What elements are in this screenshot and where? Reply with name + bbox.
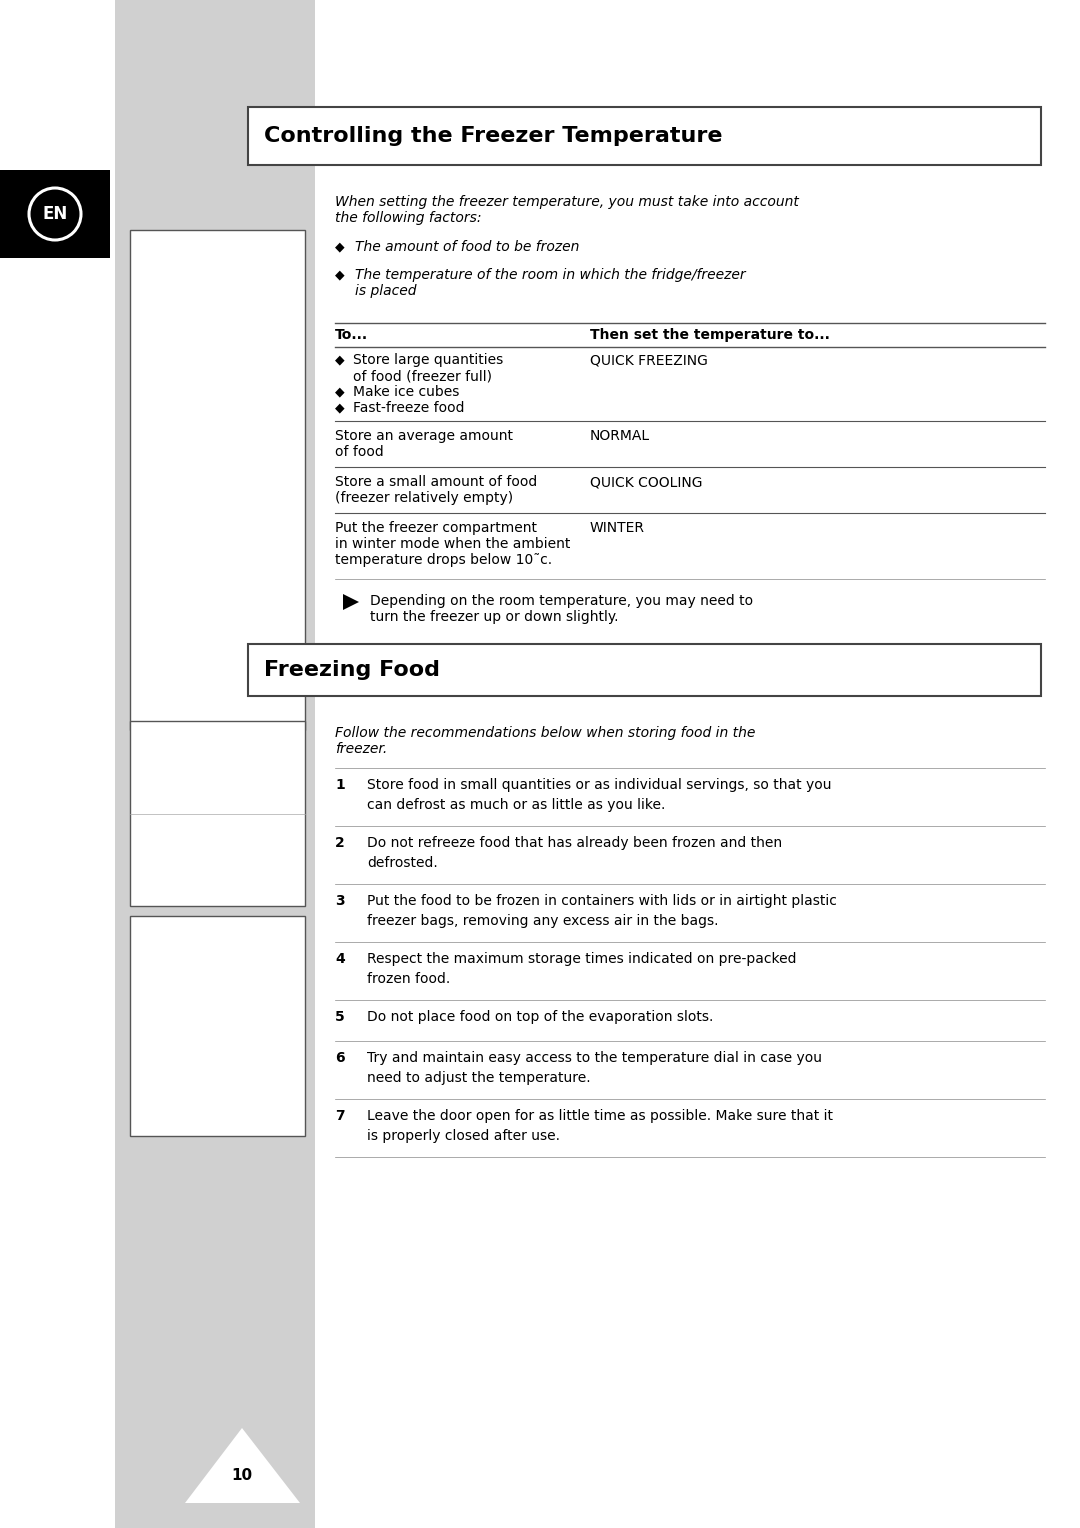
Text: Store food in small quantities or as individual servings, so that you
can defros: Store food in small quantities or as ind…: [367, 778, 832, 811]
Text: Try and maintain easy access to the temperature dial in case you
need to adjust : Try and maintain easy access to the temp…: [367, 1051, 822, 1085]
Text: 2: 2: [335, 836, 345, 850]
Text: Follow the recommendations below when storing food in the: Follow the recommendations below when st…: [335, 726, 755, 740]
Text: turn the freezer up or down slightly.: turn the freezer up or down slightly.: [370, 610, 619, 623]
Text: 4: 4: [335, 952, 345, 966]
Text: Do not place food on top of the evaporation slots.: Do not place food on top of the evaporat…: [367, 1010, 714, 1024]
Text: Make ice cubes: Make ice cubes: [353, 385, 459, 399]
Text: of food (freezer full): of food (freezer full): [353, 368, 492, 384]
Text: 1: 1: [335, 778, 345, 792]
Text: Store a small amount of food: Store a small amount of food: [335, 475, 537, 489]
FancyBboxPatch shape: [248, 643, 1041, 695]
Text: ◆: ◆: [335, 353, 345, 367]
Text: of food: of food: [335, 445, 383, 458]
Text: The temperature of the room in which the fridge/freezer: The temperature of the room in which the…: [355, 267, 745, 283]
FancyBboxPatch shape: [130, 721, 305, 906]
Text: Respect the maximum storage times indicated on pre-packed
frozen food.: Respect the maximum storage times indica…: [367, 952, 797, 986]
Text: Freezing Food: Freezing Food: [264, 660, 440, 680]
Text: 5: 5: [335, 1010, 345, 1024]
Text: NORMAL: NORMAL: [590, 429, 650, 443]
Text: WINTER: WINTER: [590, 521, 645, 535]
Text: Then set the temperature to...: Then set the temperature to...: [590, 329, 829, 342]
Text: (freezer relatively empty): (freezer relatively empty): [335, 490, 513, 504]
Text: Do not refreeze food that has already been frozen and then
defrosted.: Do not refreeze food that has already be…: [367, 836, 782, 869]
Text: Fast-freeze food: Fast-freeze food: [353, 400, 464, 416]
Text: ◆: ◆: [335, 400, 345, 414]
Text: 3: 3: [335, 894, 345, 908]
Polygon shape: [343, 594, 359, 610]
Text: Depending on the room temperature, you may need to: Depending on the room temperature, you m…: [370, 594, 753, 608]
Text: freezer.: freezer.: [335, 743, 388, 756]
Text: is placed: is placed: [355, 284, 417, 298]
FancyBboxPatch shape: [248, 107, 1041, 165]
Text: 7: 7: [335, 1109, 345, 1123]
Text: QUICK COOLING: QUICK COOLING: [590, 475, 702, 489]
Text: Store an average amount: Store an average amount: [335, 429, 513, 443]
Text: temperature drops below 10˜c.: temperature drops below 10˜c.: [335, 553, 552, 567]
Text: Leave the door open for as little time as possible. Make sure that it
is properl: Leave the door open for as little time a…: [367, 1109, 833, 1143]
Text: Put the freezer compartment: Put the freezer compartment: [335, 521, 537, 535]
Text: When setting the freezer temperature, you must take into account: When setting the freezer temperature, yo…: [335, 196, 799, 209]
Text: The amount of food to be frozen: The amount of food to be frozen: [355, 240, 579, 254]
Text: 10: 10: [231, 1468, 253, 1484]
Text: the following factors:: the following factors:: [335, 211, 482, 225]
Polygon shape: [185, 1429, 300, 1504]
FancyBboxPatch shape: [130, 915, 305, 1135]
Text: Controlling the Freezer Temperature: Controlling the Freezer Temperature: [264, 125, 723, 147]
Text: 6: 6: [335, 1051, 345, 1065]
Text: Put the food to be frozen in containers with lids or in airtight plastic
freezer: Put the food to be frozen in containers …: [367, 894, 837, 927]
Text: in winter mode when the ambient: in winter mode when the ambient: [335, 536, 570, 552]
Text: ◆: ◆: [335, 240, 345, 254]
FancyBboxPatch shape: [0, 170, 110, 258]
Text: ◆: ◆: [335, 267, 345, 281]
FancyBboxPatch shape: [114, 0, 315, 1528]
Text: To...: To...: [335, 329, 368, 342]
Text: Store large quantities: Store large quantities: [353, 353, 503, 367]
Text: ◆: ◆: [335, 385, 345, 397]
FancyBboxPatch shape: [130, 231, 305, 730]
Text: EN: EN: [42, 205, 68, 223]
Text: QUICK FREEZING: QUICK FREEZING: [590, 353, 707, 367]
